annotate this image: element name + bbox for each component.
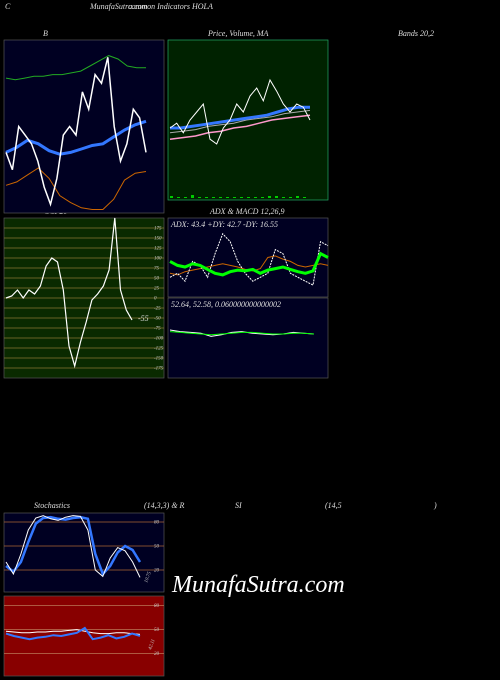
volume-bar xyxy=(170,196,173,198)
volume-bar xyxy=(303,197,306,198)
y-tick-label: 75 xyxy=(154,267,160,272)
adx-line xyxy=(169,232,329,286)
stoch-panel xyxy=(3,512,165,593)
y-tick-label: 20 xyxy=(154,569,160,574)
y-tick-label: 80 xyxy=(154,521,160,526)
macd-values: 52.64, 52.58, 0.060000000000002 xyxy=(171,300,281,309)
volume-bar xyxy=(191,195,194,198)
rsi-close: ) xyxy=(433,501,437,510)
y-tick-label: -150 xyxy=(154,357,164,362)
y-tick-label: 0 xyxy=(154,297,157,302)
bollinger-line xyxy=(5,167,147,210)
y-tick-label: -175 xyxy=(154,367,164,372)
rsi-line xyxy=(5,626,141,641)
volume-bar xyxy=(212,197,215,198)
price-line xyxy=(169,78,311,145)
volume-bar xyxy=(205,197,208,198)
y-tick-label: 175 xyxy=(154,227,162,232)
y-tick-label: -125 xyxy=(154,347,164,352)
stoch-line xyxy=(5,515,141,578)
y-tick-label: 50 xyxy=(154,628,160,633)
volume-bar xyxy=(254,197,257,198)
y-tick-label: 25 xyxy=(154,287,160,292)
macd-line xyxy=(169,329,315,337)
adx-panel xyxy=(167,217,329,298)
volume-bar xyxy=(184,197,187,198)
volume-bar xyxy=(268,196,271,198)
volume-bar xyxy=(226,197,229,198)
rsi-params: (14,5 xyxy=(325,501,342,510)
rsi-line xyxy=(5,629,141,635)
y-tick-label: 50 xyxy=(154,277,160,282)
stoch-last-value: 10.75 xyxy=(144,571,153,584)
rsi-label: SI xyxy=(235,501,242,510)
volume-bar xyxy=(247,197,250,198)
y-tick-label: -100 xyxy=(154,337,164,342)
site-name: MunafaSutra.com xyxy=(89,2,148,11)
page-title: common Indicators HOLA xyxy=(128,2,213,11)
bollinger-line xyxy=(5,57,147,207)
y-tick-label: 150 xyxy=(154,237,162,242)
cci-line xyxy=(5,217,133,369)
y-tick-label: 80 xyxy=(154,604,160,609)
y-tick-label: -25 xyxy=(154,307,161,312)
volume-bar xyxy=(233,197,236,198)
bollinger-panel xyxy=(3,39,165,214)
volume-bar xyxy=(275,196,278,198)
price-line xyxy=(169,114,311,140)
y-tick-label: 125 xyxy=(154,247,162,252)
y-tick-label: -75 xyxy=(154,327,161,332)
bollinger-line xyxy=(5,55,146,81)
price-line xyxy=(169,109,311,134)
adx-line xyxy=(169,251,329,277)
stoch-params: (14,3,3) & R xyxy=(144,501,185,510)
adx-label: ADX & MACD 12,26,9 xyxy=(209,207,284,216)
macd-line xyxy=(169,331,315,336)
volume-bar xyxy=(296,196,299,198)
volume-bar xyxy=(240,197,243,198)
adx-values: ADX: 43.4 +DY: 42.7 -DY: 16.55 xyxy=(170,220,278,229)
volume-bar xyxy=(198,197,201,198)
y-tick-label: 100 xyxy=(154,257,162,262)
bands-label: Bands 20,2 xyxy=(398,29,434,38)
cci-last-value: -55 xyxy=(138,314,149,323)
stoch-line xyxy=(5,515,142,577)
volume-bar xyxy=(177,197,180,198)
rsi-last-value: 42.11 xyxy=(148,639,156,651)
y-tick-label: 50 xyxy=(154,545,160,550)
macd-panel xyxy=(167,297,329,379)
b-label: B xyxy=(43,29,48,38)
y-tick-label: -50 xyxy=(154,317,161,322)
stoch-label: Stochastics xyxy=(34,501,70,510)
volume-bar xyxy=(261,197,264,198)
watermark: MunafaSutra.com xyxy=(171,572,345,598)
price-label: Price, Volume, MA xyxy=(207,29,269,38)
rsi-panel xyxy=(3,595,165,677)
volume-bar xyxy=(289,197,292,198)
y-tick-label: 20 xyxy=(154,652,160,657)
price-line xyxy=(170,105,310,130)
volume-bar xyxy=(282,197,285,198)
volume-bar xyxy=(219,197,222,198)
c-label: C xyxy=(5,2,11,11)
